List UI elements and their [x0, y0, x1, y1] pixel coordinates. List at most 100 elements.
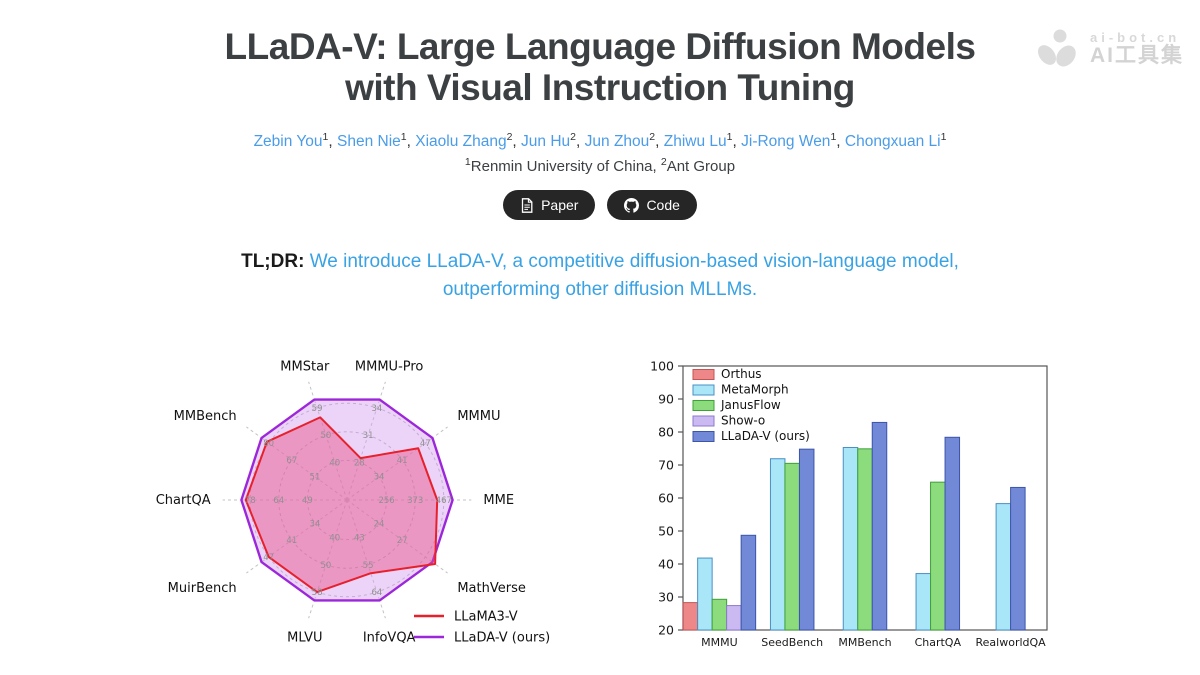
bar-legend-swatch: [692, 384, 715, 396]
radar-legend-label: LLaMA3-V: [454, 610, 518, 625]
ai-bot-logo-icon: [1038, 29, 1076, 67]
radar-label-leader: [246, 564, 259, 574]
bar-legend-label: Orthus: [721, 367, 762, 381]
radar-label-leader: [308, 604, 314, 619]
bar-RealworldQA-LLaDA-V (ours): [1010, 486, 1026, 631]
github-icon: [624, 197, 640, 213]
radar-label-leader: [308, 381, 314, 396]
author-link[interactable]: Xiaolu Zhang: [415, 133, 507, 151]
radar-tick-label: 34: [310, 519, 321, 529]
tldr-label: TL;DR:: [241, 251, 305, 272]
bar-SeedBench-JanusFlow: [784, 462, 800, 631]
bar-ChartQA-MetaMorph: [915, 573, 932, 631]
code-button[interactable]: Code: [607, 190, 697, 220]
watermark: ai-bot.cn AI工具集: [1036, 28, 1184, 70]
y-tick-label: 30: [658, 590, 674, 605]
radar-tick-label: 50: [321, 561, 332, 571]
radar-tick-label: 51: [310, 473, 321, 483]
affiliation-sup: 1: [464, 156, 471, 168]
author-affil-sup: 2: [649, 131, 656, 143]
author-link[interactable]: Ji-Rong Wen: [741, 133, 831, 151]
x-tick-label-ChartQA: ChartQA: [915, 636, 962, 649]
y-tick-label: 40: [658, 557, 674, 572]
radar-tick-label: 31: [363, 431, 374, 441]
author-link[interactable]: Jun Zhou: [584, 133, 650, 151]
y-tick-label: 70: [658, 458, 674, 473]
bar-legend-label: LLaDA-V (ours): [721, 429, 810, 443]
bar-legend-swatch: [692, 369, 715, 380]
radar-series-LLaDA-V (ours): [240, 398, 454, 602]
radar-tick-label: 47: [420, 439, 431, 449]
y-tick-label: 100: [650, 359, 674, 374]
bar-MMMU-Show-o: [726, 605, 742, 631]
radar-tick-label: 34: [371, 404, 382, 414]
bar-legend-label: MetaMorph: [721, 383, 789, 397]
bar-MMMU-LLaDA-V (ours): [740, 534, 757, 631]
affiliations-line: 1Renmin University of China, 2Ant Group: [464, 156, 736, 175]
y-tick-label: 20: [658, 623, 674, 638]
x-tick-label-MMMU: MMMU: [701, 636, 738, 649]
page-title-line1: LLaDA-V: Large Language Diffusion Models: [224, 26, 976, 67]
tldr-body: We introduce LLaDA-V, a competitive diff…: [309, 251, 959, 300]
action-buttons: Paper Code: [0, 190, 1200, 220]
bar-ChartQA-JanusFlow: [930, 481, 946, 631]
radar-tick-label: 59: [312, 404, 323, 414]
radar-legend-label: LLaDA-V (ours): [454, 631, 550, 646]
author-link[interactable]: Zebin You: [253, 133, 323, 151]
author-link[interactable]: Shen Nie: [337, 133, 401, 151]
radar-axis-label-InfoVQA: InfoVQA: [363, 631, 416, 646]
radar-axis-label-MuirBench: MuirBench: [168, 581, 237, 596]
radar-tick-label: 256: [378, 496, 394, 506]
radar-label-leader: [435, 426, 448, 436]
author-link[interactable]: Chongxuan Li: [844, 133, 941, 151]
author-affil-sup: 1: [322, 131, 329, 143]
affiliation-sup: 2: [660, 156, 667, 168]
bar-legend-label: JanusFlow: [720, 398, 781, 412]
bar-SeedBench-LLaDA-V (ours): [798, 448, 815, 631]
radar-tick-label: 55: [363, 561, 374, 571]
watermark-site: ai-bot.cn: [1090, 30, 1181, 46]
bar-ChartQA-LLaDA-V (ours): [944, 436, 961, 631]
bar-legend-swatch: [692, 415, 715, 427]
radar-tick-label: 64: [371, 588, 382, 598]
x-tick-label-SeedBench: SeedBench: [761, 636, 823, 649]
bar-chart-figure: 20 30 40 50 60 70 80 90 100 MMMU SeedBench MMBench C…: [635, 350, 1065, 655]
radar-tick-label: 34: [374, 473, 385, 483]
radar-tick-label: 467: [436, 496, 452, 506]
y-tick-label: 60: [658, 491, 674, 506]
bar-legend-swatch: [692, 431, 715, 442]
bar-MMMU-JanusFlow: [711, 598, 728, 631]
radar-axis-label-MMMU-Pro: MMMU-Pro: [355, 359, 424, 374]
y-tick-label: 80: [658, 425, 674, 440]
radar-tick-label: 49: [302, 496, 313, 506]
radar-tick-label: 40: [329, 534, 340, 544]
author-affil-sup: 1: [726, 131, 733, 143]
radar-tick-label: 41: [397, 456, 408, 466]
radar-tick-label: 41: [286, 536, 297, 546]
authors-line: Zebin You1, Shen Nie1, Xiaolu Zhang2, Ju…: [253, 131, 947, 151]
author-link[interactable]: Zhiwu Lu: [663, 133, 727, 151]
radar-tick-label: 64: [273, 496, 284, 506]
watermark-brand: AI工具集: [1090, 43, 1184, 67]
radar-tick-label: 28: [354, 458, 365, 468]
radar-series-LLaMA3-V: [244, 416, 439, 594]
radar-label-leader: [435, 564, 448, 574]
bar-MMBench-LLaDA-V (ours): [871, 421, 888, 631]
radar-axis-label-MLVU: MLVU: [287, 631, 322, 646]
radar-tick-label: 27: [397, 536, 408, 546]
paper-button[interactable]: Paper: [503, 190, 596, 220]
radar-axis-label-MMBench: MMBench: [174, 409, 237, 424]
radar-axis-label-ChartQA: ChartQA: [156, 493, 211, 508]
page-title-line2: with Visual Instruction Tuning: [345, 67, 855, 109]
author-affil-sup: 2: [570, 131, 577, 143]
radar-tick-label: 78: [245, 496, 256, 506]
radar-tick-label: 47: [263, 553, 274, 563]
author-affil-sup: 1: [400, 131, 407, 143]
bar-MMBench-MetaMorph: [842, 447, 859, 631]
radar-label-leader: [380, 381, 386, 396]
author-link[interactable]: Jun Hu: [521, 133, 571, 151]
bar-RealworldQA-MetaMorph: [995, 503, 1012, 631]
bar-MMMU-Orthus: [682, 602, 699, 631]
radar-tick-label: 43: [354, 534, 365, 544]
